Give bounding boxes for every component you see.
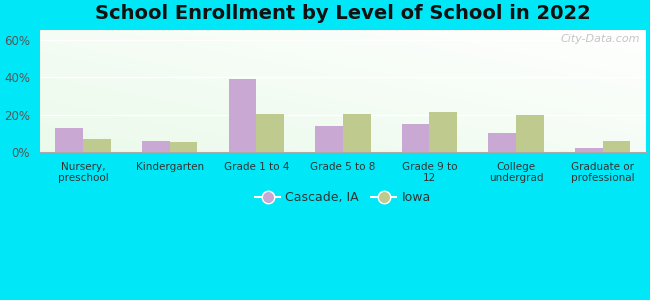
Legend: Cascade, IA, Iowa: Cascade, IA, Iowa: [250, 186, 436, 209]
Bar: [430, 112, 457, 152]
Bar: [488, 133, 516, 152]
Bar: [343, 114, 370, 152]
Bar: [170, 142, 198, 152]
Bar: [256, 114, 284, 152]
Bar: [516, 115, 543, 152]
Bar: [55, 128, 83, 152]
Text: City-Data.com: City-Data.com: [560, 34, 640, 44]
Bar: [603, 141, 630, 152]
Bar: [402, 124, 430, 152]
Bar: [142, 141, 170, 152]
Bar: [229, 79, 256, 152]
Bar: [575, 148, 603, 152]
Bar: [315, 126, 343, 152]
Bar: [83, 139, 111, 152]
Title: School Enrollment by Level of School in 2022: School Enrollment by Level of School in …: [95, 4, 591, 23]
